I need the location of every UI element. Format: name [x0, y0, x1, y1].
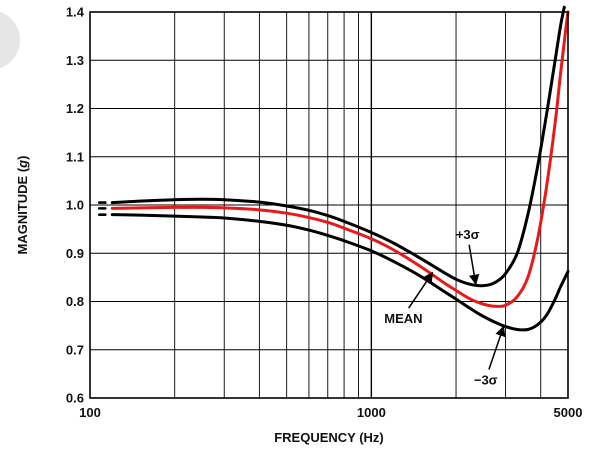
y-tick-label: 0.8: [66, 294, 84, 309]
series-mean: [97, 10, 570, 308]
y-axis-title: MAGNITUDE (g): [15, 156, 30, 255]
x-axis-title: FREQUENCY (Hz): [274, 430, 384, 445]
series-plus-3-sigma: [97, 5, 566, 288]
y-axis-title-main: MAGNITUDE (: [15, 167, 30, 254]
x-tick-label: 1000: [357, 405, 386, 420]
y-tick-label: 1.0: [66, 198, 84, 213]
y-tick-label: 1.4: [66, 5, 85, 20]
series-line: [110, 5, 566, 288]
grid: [90, 12, 568, 398]
annotation-arrow: [488, 325, 506, 370]
series-line: [110, 213, 570, 332]
series-line: [110, 10, 570, 308]
plot-frame: [89, 11, 569, 399]
y-axis-title-var: g: [15, 160, 30, 169]
annotation-arrow: [468, 244, 480, 286]
tick-labels: 0.6 0.7 0.8 0.9 1.0 1.1 1.2 1.3 1.4 100 1000 5000: [66, 5, 583, 421]
y-tick-label: 1.3: [66, 53, 84, 68]
annotation-arrow: [408, 271, 434, 309]
x-tick-label: 5000: [554, 405, 583, 420]
y-tick-label: 0.9: [66, 246, 84, 261]
annotations: +3σ MEAN −3σ: [384, 227, 506, 387]
x-tick-label: 100: [79, 405, 101, 420]
y-tick-label: 1.2: [66, 101, 84, 116]
annotation-label: MEAN: [384, 311, 422, 326]
series-minus-3-sigma: [97, 213, 570, 332]
y-tick-label: 0.7: [66, 342, 84, 357]
corner-decoration: [0, 11, 20, 69]
annotation-label: +3σ: [456, 227, 480, 242]
y-tick-label: 0.6: [66, 391, 84, 406]
annotation-label: −3σ: [474, 372, 498, 387]
y-axis-title-end: ): [15, 156, 30, 160]
series-group: [97, 5, 570, 332]
y-tick-label: 1.1: [66, 149, 84, 164]
